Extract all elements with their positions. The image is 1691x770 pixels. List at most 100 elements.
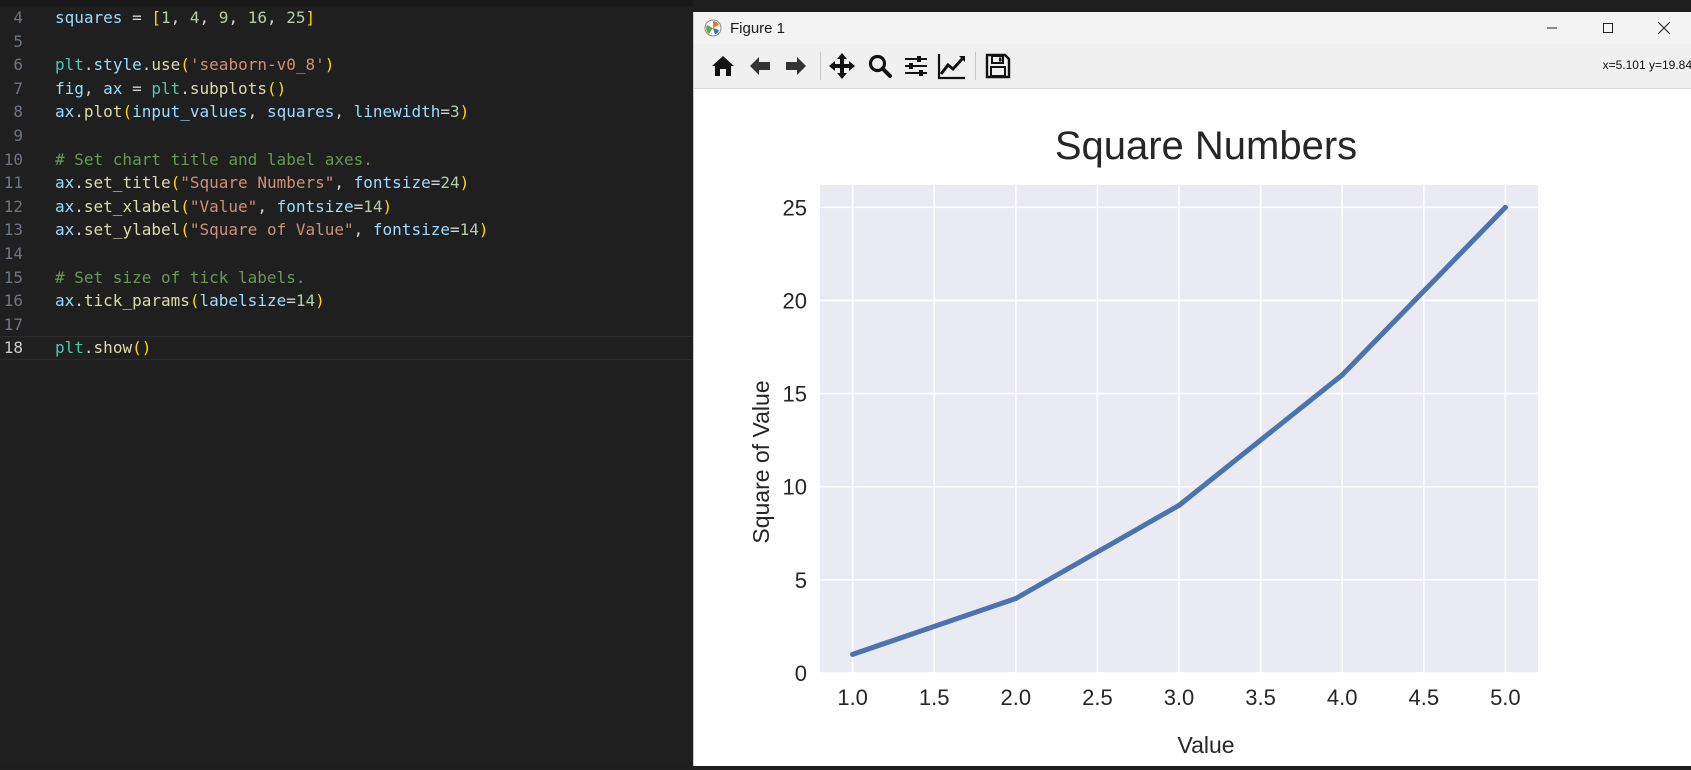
- code-line[interactable]: 12 ax.set_xlabel("Value", fontsize=14): [0, 195, 693, 219]
- code-line[interactable]: 8 ax.plot(input_values, squares, linewidt…: [0, 100, 693, 124]
- code-token: ax: [55, 102, 75, 122]
- code-token: fontsize: [372, 220, 450, 240]
- x-tick-label: 3.5: [1245, 685, 1276, 710]
- y-tick-label: 10: [783, 475, 807, 500]
- line-number: 7: [13, 78, 23, 98]
- minimize-button[interactable]: [1524, 12, 1580, 44]
- code-text: ax.set_xlabel("Value", fontsize=14): [55, 195, 392, 219]
- window-title: Figure 1: [730, 20, 786, 37]
- code-token: ax: [55, 291, 75, 311]
- close-icon: [1657, 21, 1671, 35]
- save-figure-button[interactable]: [982, 50, 1014, 82]
- code-token: ax: [55, 196, 75, 216]
- code-token: =: [430, 173, 441, 193]
- code-token: (): [266, 78, 287, 98]
- close-button[interactable]: [1636, 12, 1691, 44]
- code-token: .: [83, 338, 94, 358]
- pan-button[interactable]: [826, 50, 858, 82]
- forward-button[interactable]: [780, 50, 812, 82]
- line-number: 6: [13, 55, 23, 75]
- code-token: subplots: [189, 78, 267, 98]
- x-tick-label: 1.0: [837, 685, 868, 710]
- code-line[interactable]: 10 # Set chart title and label axes.: [0, 148, 693, 172]
- x-tick-label: 4.5: [1408, 685, 1439, 710]
- grid-lines: [820, 185, 1538, 674]
- code-line[interactable]: 7 fig, ax = plt.subplots(): [0, 77, 693, 101]
- data-point: [1339, 372, 1345, 378]
- code-token: .: [74, 102, 84, 122]
- line-number: 11: [3, 173, 23, 193]
- code-token: (): [132, 338, 152, 358]
- code-token: ,: [247, 102, 267, 122]
- figure-window: Figure 1: [693, 12, 1691, 766]
- code-token: plt: [55, 55, 84, 75]
- code-token: ,: [266, 8, 287, 27]
- code-token: ): [459, 102, 470, 122]
- maximize-button[interactable]: [1580, 12, 1636, 44]
- code-token: .: [74, 291, 84, 311]
- home-icon: [712, 56, 734, 76]
- code-token: .: [74, 173, 84, 193]
- code-token: use: [151, 55, 181, 75]
- code-line[interactable]: 9: [0, 124, 693, 148]
- code-line[interactable]: 14: [0, 242, 693, 266]
- code-token: labelsize: [199, 291, 287, 311]
- line-chart: Square Numbers 1.0 1.5 2.0 2.5 3.0 3.5 4.0 4.5 5…: [748, 124, 1538, 758]
- code-token: ax: [103, 78, 123, 98]
- back-button[interactable]: [744, 50, 776, 82]
- series-layer: [850, 204, 1508, 657]
- code-text: ax.set_ylabel("Square of Value", fontsiz…: [55, 218, 489, 242]
- code-token: ,: [170, 8, 190, 27]
- code-line[interactable]: 4 squares = [1, 4, 9, 16, 25]: [0, 6, 693, 30]
- code-token: fontsize: [353, 173, 431, 193]
- code-token: input_values: [132, 102, 248, 122]
- code-token: .: [74, 220, 84, 240]
- code-token: ,: [199, 8, 219, 27]
- code-line[interactable]: 18 plt.show(): [0, 336, 693, 360]
- back-arrow-icon: [750, 57, 770, 75]
- line-number: 16: [3, 291, 23, 311]
- code-line[interactable]: 6 plt.style.use('seaborn-v0_8'): [0, 53, 693, 77]
- line-number: 15: [3, 267, 23, 287]
- code-token: ): [478, 220, 489, 240]
- code-token: style: [93, 55, 142, 75]
- code-text: squares = [1, 4, 9, 16, 25]: [55, 6, 315, 30]
- edit-axis-icon: [937, 54, 965, 80]
- code-text: # Set size of tick labels.: [55, 266, 305, 290]
- code-line[interactable]: 15 # Set size of tick labels.: [0, 266, 693, 290]
- code-token: plt: [55, 338, 84, 358]
- chart-title: Square Numbers: [1055, 124, 1357, 168]
- code-token: 9: [218, 8, 229, 27]
- maximize-icon: [1603, 23, 1613, 33]
- code-token: ax: [55, 173, 75, 193]
- code-editor[interactable]: 4 squares = [1, 4, 9, 16, 25] 5 6 plt.style.…: [0, 0, 693, 766]
- figure-toolbar: x=5.101 y=19.84: [694, 44, 1691, 89]
- code-line[interactable]: 11 ax.set_title("Square Numbers", fontsiz…: [0, 171, 693, 195]
- line-number: 10: [3, 149, 23, 169]
- code-token: .: [141, 55, 152, 75]
- cursor-coordinates: x=5.101 y=19.84: [1602, 58, 1691, 72]
- edit-axis-button[interactable]: [936, 50, 968, 82]
- code-token: ): [315, 291, 325, 311]
- configure-subplots-icon: [905, 56, 927, 76]
- code-line[interactable]: 17: [0, 313, 693, 337]
- code-token: (: [189, 291, 200, 311]
- figure-canvas[interactable]: Square Numbers 1.0 1.5 2.0 2.5 3.0 3.5 4.0 4.5 5…: [694, 89, 1691, 766]
- y-tick-label: 15: [783, 382, 807, 407]
- code-token: "Value": [189, 196, 258, 216]
- x-tick-label: 2.0: [1001, 685, 1032, 710]
- code-token: set_xlabel: [83, 196, 181, 216]
- code-line[interactable]: 5: [0, 30, 693, 54]
- window-titlebar[interactable]: Figure 1: [694, 12, 1691, 44]
- x-axis-label: Value: [1177, 732, 1234, 758]
- line-number: 13: [3, 220, 23, 240]
- home-button[interactable]: [707, 50, 739, 82]
- line-number: 12: [3, 196, 23, 216]
- toolbar-separator: [975, 52, 976, 80]
- code-line[interactable]: 13 ax.set_ylabel("Square of Value", fonts…: [0, 218, 693, 242]
- code-line[interactable]: 16 ax.tick_params(labelsize=14): [0, 289, 693, 313]
- configure-subplots-button[interactable]: [900, 50, 932, 82]
- code-token: 'seaborn-v0_8': [189, 55, 325, 75]
- zoom-button[interactable]: [864, 50, 896, 82]
- code-text: ax.set_title("Square Numbers", fontsize=…: [55, 171, 469, 195]
